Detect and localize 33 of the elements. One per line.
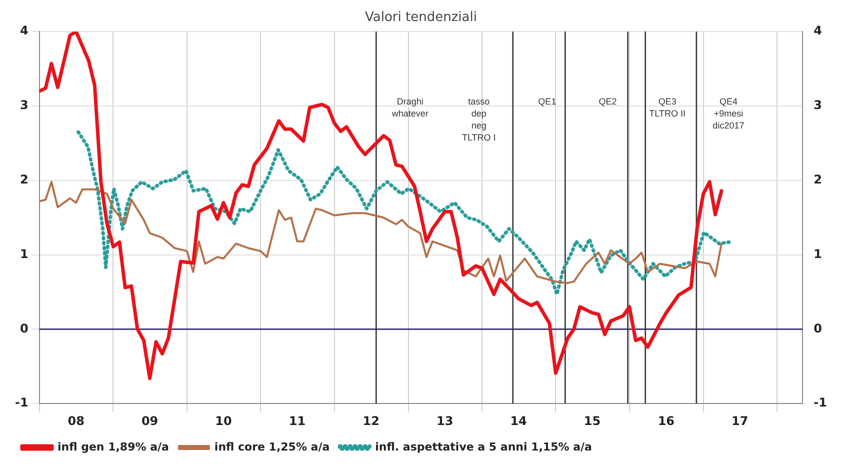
x-tick-label: 15 xyxy=(584,414,601,428)
ref-line-label: QE4 +9mesi dic2017 xyxy=(712,96,744,131)
y-tick-label: 1 xyxy=(20,246,28,261)
y-tick-label: 3 xyxy=(20,98,28,112)
line-series xyxy=(76,130,731,296)
x-tick-label: 17 xyxy=(732,414,748,428)
x-tick-label: 12 xyxy=(362,414,380,428)
y2-tick-label: 0 xyxy=(814,321,822,336)
y2-tick-label: -1 xyxy=(814,396,828,410)
y-tick-label: 2 xyxy=(20,172,28,187)
y2-tick-label: 4 xyxy=(814,24,822,38)
x-tick-label: 08 xyxy=(68,414,84,428)
ref-line-label: QE3 TLTRO II xyxy=(649,96,686,119)
legend-label: infl gen 1,89% a/a xyxy=(58,440,169,454)
ref-line-label: Draghi whatever xyxy=(390,96,428,119)
x-tick-label: 11 xyxy=(288,414,306,428)
y2-tick-label: 2 xyxy=(814,172,822,187)
y2-tick-label: 3 xyxy=(814,98,822,112)
legend-label: infl core 1,25% a/a xyxy=(214,440,330,454)
x-tick-label: 14 xyxy=(510,414,527,428)
x-tick-label: 09 xyxy=(141,414,158,428)
ref-line-label: QE1 xyxy=(538,96,556,107)
y-tick-label: 0 xyxy=(20,321,28,336)
chart-title: Valori tendenziali xyxy=(365,10,477,26)
y-tick-label: 4 xyxy=(20,24,28,38)
y-tick-label: -1 xyxy=(14,396,28,410)
ref-line-label: tasso dep neg TLTRO I xyxy=(462,96,496,143)
legend-label: infl. aspettative a 5 anni 1,15% a/a xyxy=(375,440,592,454)
x-tick-label: 13 xyxy=(436,414,454,428)
x-tick-label: 16 xyxy=(658,414,675,428)
x-tick-label: 10 xyxy=(215,414,232,428)
ref-line-label: QE2 xyxy=(598,96,617,107)
y2-tick-label: 1 xyxy=(814,246,822,261)
